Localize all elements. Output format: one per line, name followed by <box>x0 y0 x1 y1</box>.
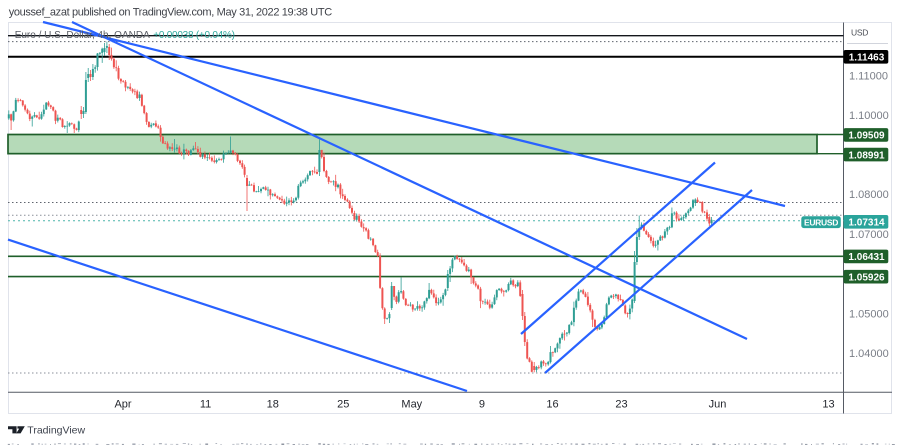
svg-text:1.08000: 1.08000 <box>849 189 889 201</box>
svg-text:USD: USD <box>851 27 868 37</box>
svg-text:youssef_azat published on Trad: youssef_azat published on TradingView.co… <box>9 7 333 19</box>
svg-text:1.05000: 1.05000 <box>849 309 889 321</box>
svg-text:11: 11 <box>200 399 211 411</box>
svg-text:+0.00038 (+0.04%): +0.00038 (+0.04%) <box>153 30 234 41</box>
svg-text:1.05926: 1.05926 <box>848 272 885 283</box>
svg-text:16: 16 <box>546 399 558 411</box>
svg-text:Euro / U.S. Dollar, 4h, OANDA: Euro / U.S. Dollar, 4h, OANDA <box>15 30 150 41</box>
svg-text:13: 13 <box>822 399 834 411</box>
svg-text:May: May <box>401 399 422 411</box>
svg-text:Apr: Apr <box>114 399 131 411</box>
svg-text:1.04000: 1.04000 <box>849 348 889 360</box>
svg-text:23: 23 <box>615 399 627 411</box>
svg-text:1.08991: 1.08991 <box>848 150 885 161</box>
svg-text:1.11463: 1.11463 <box>849 53 885 64</box>
svg-text:1.07000: 1.07000 <box>849 229 889 241</box>
svg-text:1.07314: 1.07314 <box>848 218 885 229</box>
svg-text:1.10000: 1.10000 <box>849 110 889 122</box>
svg-text:25: 25 <box>337 399 349 411</box>
svg-text:9: 9 <box>479 399 485 411</box>
svg-text:18: 18 <box>267 399 279 411</box>
svg-text:1.11000: 1.11000 <box>849 71 888 83</box>
svg-text:Jun: Jun <box>709 399 727 411</box>
svg-text:TradingView: TradingView <box>27 425 85 437</box>
svg-text:1.09509: 1.09509 <box>848 131 885 142</box>
svg-text:1.06431: 1.06431 <box>848 252 885 263</box>
svg-text:EURUSD: EURUSD <box>804 217 838 227</box>
